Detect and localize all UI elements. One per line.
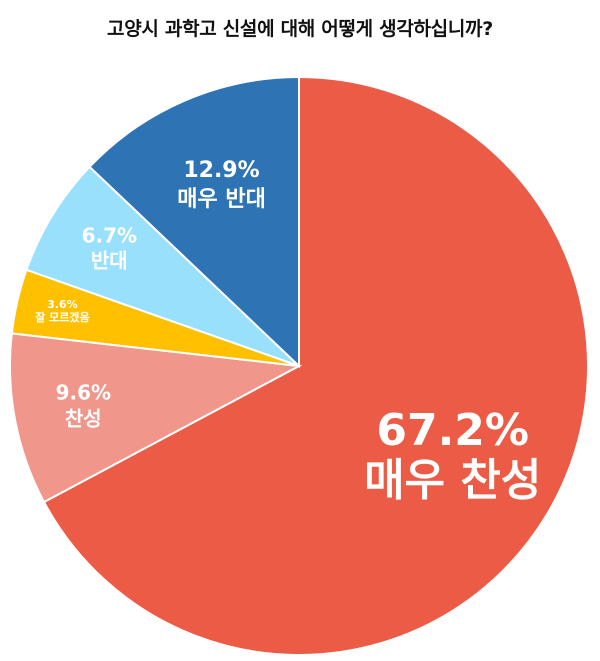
chart-title: 고양시 과학고 신설에 대해 어떻게 생각하십니까? (107, 18, 493, 40)
slice-category-label-agree: 찬성 (65, 407, 102, 431)
slice-category-label-very-disagree: 매우 반대 (177, 187, 266, 212)
slice-category-label-disagree: 반대 (91, 249, 128, 273)
pie-slice-very-agree (42, 75, 589, 656)
slice-value-label-agree: 9.6% (56, 381, 111, 405)
slice-value-label-very-agree: 67.2% (376, 405, 529, 456)
pie-labels: 67.2%매우 찬성 9.6%찬성 3.6%잘 모르겠음 6.7%반대 12.9% 매우 … (35, 158, 541, 506)
slice-category-label-very-agree: 매우 찬성 (364, 455, 541, 506)
slice-category-label-unsure: 잘 모르겠음 (35, 310, 89, 324)
pie-slice-disagree (25, 165, 300, 367)
pie-slices (9, 75, 589, 656)
slice-value-label-very-disagree: 12.9% (183, 158, 259, 183)
pie-slice-agree (9, 332, 303, 504)
slice-value-label-unsure: 3.6% (47, 298, 78, 311)
slice-value-label-disagree: 6.7% (82, 224, 137, 248)
pie-slice-very-disagree (88, 75, 300, 369)
